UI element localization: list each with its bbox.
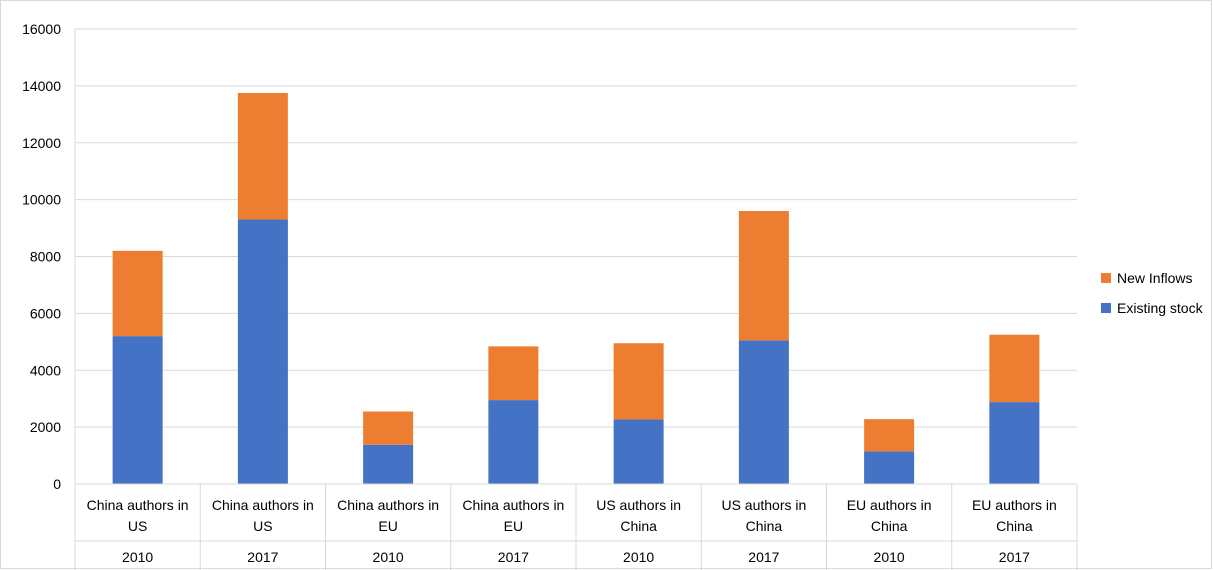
legend: New Inflows Existing stock: [1101, 270, 1204, 316]
bar-existing-stock: [613, 419, 664, 484]
bar-existing-stock: [738, 340, 789, 484]
legend-label: Existing stock: [1117, 300, 1204, 316]
x-year-label: 2017: [748, 549, 779, 565]
x-category-label: EU authors in China: [847, 497, 932, 534]
y-tick-label: 12000: [22, 135, 61, 151]
bar-new-inflows: [864, 419, 915, 452]
bar-existing-stock: [989, 402, 1040, 484]
gridlines: [75, 28, 1077, 428]
bar-new-inflows: [237, 92, 288, 220]
bars: [112, 92, 1040, 484]
bar-new-inflows: [989, 334, 1040, 403]
x-year-label: 2010: [122, 549, 153, 565]
x-category-label: China authors in EU: [462, 497, 564, 534]
bar-new-inflows: [738, 211, 789, 341]
y-axis: 0 2000 4000 6000 8000 10000 12000 14000 16000: [22, 21, 61, 492]
x-year-label: 2010: [874, 549, 905, 565]
x-category-label: US authors in China: [721, 497, 806, 534]
x-category-label: US authors in China: [596, 497, 681, 534]
y-tick-label: 14000: [22, 78, 61, 94]
bar-existing-stock: [237, 219, 288, 484]
bar-new-inflows: [363, 411, 414, 445]
x-year-label: 2010: [623, 549, 654, 565]
bar-existing-stock: [488, 400, 539, 484]
x-year-label: 2017: [247, 549, 278, 565]
y-tick-label: 0: [53, 476, 61, 492]
x-year-label: 2017: [999, 549, 1030, 565]
x-axis: China authors in US 2010 China authors in US…: [74, 29, 1078, 570]
bar-existing-stock: [864, 451, 915, 484]
bar-new-inflows: [488, 346, 539, 401]
x-category-label: EU authors in China: [972, 497, 1057, 534]
y-tick-label: 4000: [30, 362, 61, 378]
y-tick-label: 6000: [30, 305, 61, 321]
x-category-label: China authors in US: [212, 497, 314, 534]
bar-existing-stock: [363, 444, 414, 484]
bar-new-inflows: [613, 343, 664, 420]
legend-swatch: [1101, 273, 1111, 283]
x-year-label: 2017: [498, 549, 529, 565]
x-category-label: China authors in EU: [337, 497, 439, 534]
x-year-label: 2010: [373, 549, 404, 565]
y-tick-label: 16000: [22, 21, 61, 37]
x-category-label: China authors in US: [87, 497, 189, 534]
y-tick-label: 8000: [30, 249, 61, 265]
bar-new-inflows: [112, 250, 163, 337]
y-tick-label: 2000: [30, 419, 61, 435]
legend-label: New Inflows: [1117, 270, 1192, 286]
y-tick-label: 10000: [22, 192, 61, 208]
legend-swatch: [1101, 303, 1111, 313]
bar-existing-stock: [112, 336, 163, 484]
